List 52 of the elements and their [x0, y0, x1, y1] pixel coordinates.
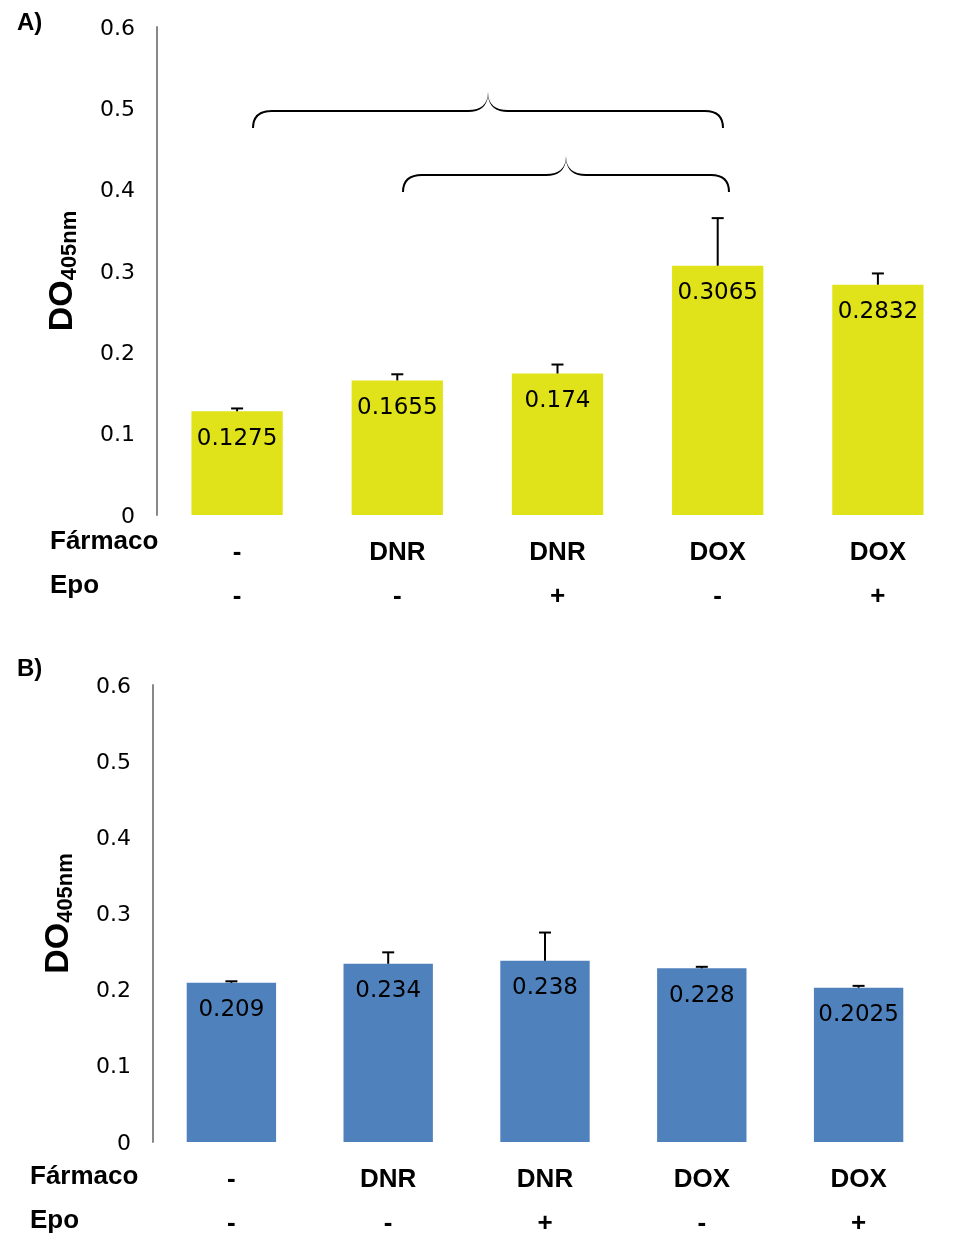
y-axis-title: DO405nm [41, 210, 81, 332]
y-axis-title: DO405nm [37, 853, 77, 974]
data-label: 0.238 [512, 973, 578, 1000]
bar [832, 284, 924, 515]
data-label: 0.234 [355, 976, 422, 1003]
bar [191, 411, 283, 515]
x-tick-label: - - [232, 536, 242, 610]
data-label: 0.228 [668, 980, 735, 1007]
bar [511, 373, 604, 515]
data-label: 0.2025 [818, 1000, 899, 1027]
y-tick-label: 0.1 [100, 421, 135, 447]
bar [186, 982, 277, 1142]
bar [657, 968, 747, 1142]
y-tick-label: 0.1 [96, 1053, 131, 1079]
bar [343, 963, 433, 1142]
data-label: 0.1655 [357, 392, 438, 419]
y-tick-label: 0.4 [100, 177, 135, 203]
y-tick-label: 0.5 [100, 95, 135, 121]
text: Fármaco [50, 525, 159, 555]
y-tick-label: 0.4 [96, 824, 131, 850]
x-tick-label: DOX + [849, 536, 907, 610]
text: Fármaco [30, 1160, 139, 1190]
y-tick-label: 0.6 [96, 672, 131, 698]
data-label: 0.1275 [196, 423, 278, 450]
y-tick-label: 0.3 [96, 901, 131, 926]
chart-title: A) [17, 7, 43, 35]
x-tick-label: DOX + [830, 1163, 888, 1237]
text: Epo [30, 1204, 80, 1234]
bar [500, 960, 590, 1142]
y-tick-label: 0 [117, 1129, 131, 1155]
data-label: 0.209 [198, 995, 265, 1022]
y-tick-label: 0.6 [100, 14, 135, 40]
y-tick-label: 0.5 [96, 748, 131, 774]
x-tick-label: DNR + [516, 1163, 574, 1237]
y-tick-label: 0.2 [100, 339, 135, 365]
y-tick-label: 0.2 [96, 977, 131, 1003]
y-tick-label: 0 [121, 502, 135, 528]
y-tick-label: 0.3 [100, 258, 135, 284]
bar [813, 987, 904, 1142]
x-tick-label: DOX - [673, 1163, 731, 1237]
data-label: 0.3065 [677, 278, 758, 305]
data-label: 0.2832 [837, 297, 919, 324]
x-tick-label: - - [227, 1163, 236, 1237]
data-label: 0.174 [524, 385, 591, 412]
x-tick-label: DNR + [529, 536, 586, 610]
x-tick-label: DNR - [360, 1163, 417, 1237]
x-tick-label: DNR - [369, 536, 426, 610]
x-tick-label: DOX - [689, 536, 747, 610]
text: Epo [50, 569, 100, 599]
bar [351, 380, 443, 515]
bar [672, 265, 764, 515]
chart-title: B) [17, 653, 43, 681]
